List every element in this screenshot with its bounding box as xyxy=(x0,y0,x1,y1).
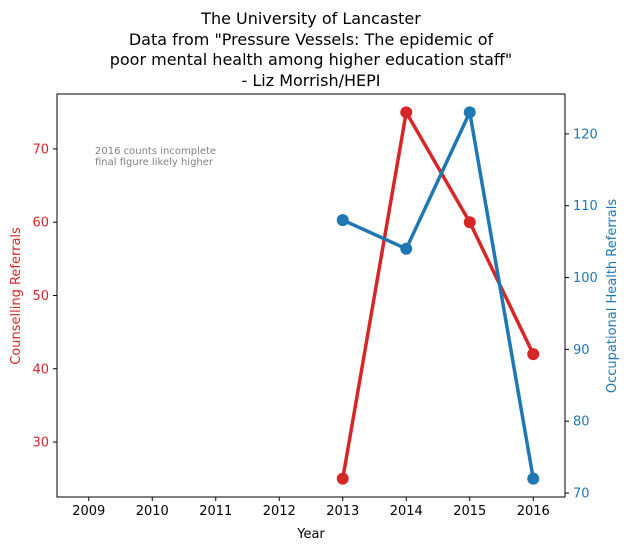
right-y-axis: 70 80 90 100 110 120 xyxy=(565,127,598,502)
occupational-health-referrals-point xyxy=(336,214,349,227)
x-tick-label: 2016 xyxy=(517,504,550,519)
counselling-referrals-point xyxy=(400,106,413,119)
occupational-health-referrals-point xyxy=(463,106,476,119)
x-axis-label: Year xyxy=(296,527,325,542)
right-y-tick-label: 110 xyxy=(573,199,598,214)
left-y-tick-label: 50 xyxy=(32,289,49,304)
right-y-tick-label: 120 xyxy=(573,127,598,142)
x-axis: 2009 2010 2011 2012 2013 2014 2015 2016 xyxy=(72,497,550,519)
right-y-axis-label: Occupational Health Referrals xyxy=(605,199,620,393)
chart-title-line-1: The University of Lancaster xyxy=(200,9,421,28)
note-line-1: 2016 counts incomplete xyxy=(95,146,216,157)
occupational-health-referrals-line xyxy=(341,110,535,481)
x-tick-label: 2015 xyxy=(453,504,486,519)
x-tick-label: 2009 xyxy=(72,504,105,519)
series-layer xyxy=(336,106,540,485)
x-tick-label: 2014 xyxy=(390,504,423,519)
right-y-tick-label: 70 xyxy=(573,487,590,502)
left-y-tick-label: 30 xyxy=(32,436,49,451)
counselling-referrals-line xyxy=(341,110,535,481)
occupational-health-referrals-point xyxy=(400,242,413,255)
x-tick-label: 2012 xyxy=(263,504,296,519)
chart-title-line-2: Data from "Pressure Vessels: The epidemi… xyxy=(129,30,494,49)
chart-title-line-3: poor mental health among higher educatio… xyxy=(110,50,513,69)
left-y-tick-label: 70 xyxy=(32,142,49,157)
left-y-axis-label: Counselling Referrals xyxy=(9,227,24,365)
x-tick-label: 2010 xyxy=(136,504,169,519)
note-line-2: final figure likely higher xyxy=(95,157,214,168)
counselling-referrals-point xyxy=(527,348,540,361)
x-tick-label: 2011 xyxy=(199,504,232,519)
right-y-tick-label: 90 xyxy=(573,343,590,358)
right-y-tick-label: 80 xyxy=(573,415,590,430)
left-y-tick-label: 40 xyxy=(32,362,49,377)
left-y-axis: 30 40 50 60 70 xyxy=(32,142,57,451)
chart-title: The University of Lancaster Data from "P… xyxy=(110,9,513,90)
incomplete-data-note: 2016 counts incomplete final figure like… xyxy=(95,146,216,168)
counselling-referrals-point xyxy=(336,472,349,485)
chart-title-line-4: - Liz Morrish/HEPI xyxy=(242,71,381,90)
x-tick-label: 2013 xyxy=(326,504,359,519)
left-y-tick-label: 60 xyxy=(32,216,49,231)
occupational-health-referrals-point xyxy=(527,472,540,485)
counselling-referrals-point xyxy=(463,216,476,229)
right-y-tick-label: 100 xyxy=(573,271,598,286)
